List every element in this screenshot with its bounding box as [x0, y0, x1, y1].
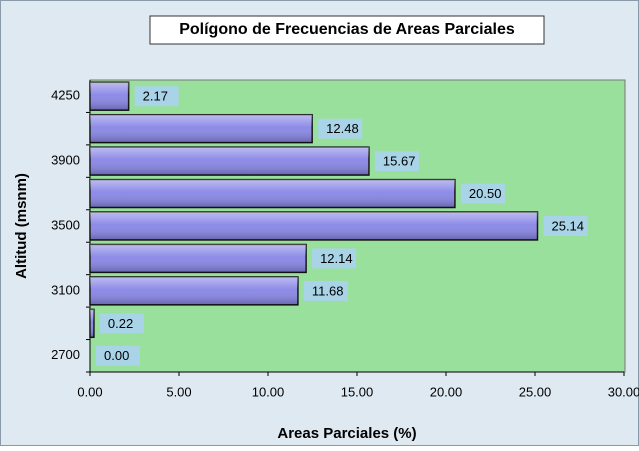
bar-shine — [90, 212, 538, 240]
value-label-box — [312, 248, 357, 269]
value-label-box — [96, 345, 140, 366]
y-tick-label: 4250 — [51, 88, 80, 103]
x-tick-label: 0.00 — [77, 384, 102, 399]
value-label-box — [318, 118, 363, 139]
bar-shine — [90, 309, 94, 338]
value-label-box — [374, 151, 419, 172]
value-label: 15.67 — [383, 154, 416, 169]
value-label: 12.48 — [326, 121, 359, 136]
bar-shine — [90, 147, 369, 176]
bar-shine — [90, 82, 129, 111]
bar-shine — [90, 276, 298, 305]
y-tick-label: 3900 — [51, 153, 80, 168]
y-axis-title: Altitud (msnm) — [13, 173, 30, 279]
x-tick-label: 5.00 — [166, 384, 191, 399]
y-tick-label: 2700 — [51, 347, 80, 362]
y-tick-label: 3100 — [51, 282, 80, 297]
value-label-box — [543, 216, 588, 236]
y-tick-label: 3500 — [51, 217, 80, 232]
value-label-box — [134, 86, 179, 107]
value-label: 0.00 — [104, 348, 129, 363]
value-label-box — [99, 313, 144, 334]
value-label: 12.14 — [320, 251, 353, 266]
x-tick-label: 30.00 — [608, 384, 639, 399]
value-label: 0.22 — [108, 316, 133, 331]
value-label-box — [303, 280, 348, 301]
x-tick-label: 15.00 — [341, 384, 374, 399]
value-label: 11.68 — [312, 283, 344, 298]
value-label: 20.50 — [469, 186, 502, 201]
title-box — [149, 15, 545, 45]
x-tick-label: 10.00 — [252, 384, 285, 399]
chart-title: Polígono de Frecuencias de Areas Parcial… — [179, 21, 515, 38]
x-axis-title: Areas Parciales (%) — [277, 425, 416, 442]
x-tick-label: 25.00 — [519, 384, 552, 399]
bar-shine — [90, 114, 313, 143]
value-label: 25.14 — [551, 218, 584, 233]
value-label: 2.17 — [143, 89, 168, 104]
bar-shine — [90, 179, 455, 208]
bar-shine — [90, 244, 307, 273]
x-tick-label: 20.00 — [430, 384, 463, 399]
value-label-box — [460, 183, 505, 204]
